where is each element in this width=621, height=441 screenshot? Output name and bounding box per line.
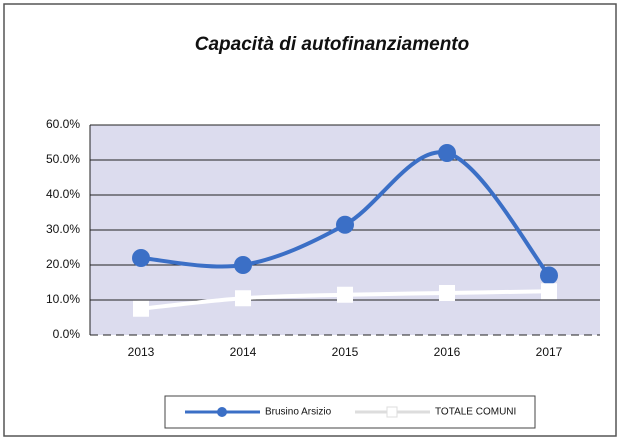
legend-label: TOTALE COMUNI: [435, 407, 516, 418]
y-tick-label: 30.0%: [46, 222, 80, 236]
legend-marker: [386, 406, 398, 418]
x-tick-label: 2017: [536, 345, 563, 359]
marker: [234, 256, 252, 274]
marker: [439, 285, 455, 301]
marker: [438, 144, 456, 162]
chart-title: Capacità di autofinanziamento: [195, 34, 469, 55]
y-tick-label: 60.0%: [46, 117, 80, 131]
x-tick-label: 2014: [230, 345, 257, 359]
y-tick-label: 50.0%: [46, 152, 80, 166]
marker: [541, 283, 557, 300]
y-tick-label: 0.0%: [53, 327, 81, 341]
marker: [337, 286, 353, 303]
legend-marker: [217, 407, 227, 417]
marker: [235, 290, 251, 307]
marker: [336, 215, 354, 234]
x-tick-label: 2013: [128, 345, 155, 359]
x-tick-label: 2015: [332, 345, 359, 359]
legend-label: Brusino Arsizio: [265, 407, 332, 418]
marker: [132, 249, 150, 267]
marker: [133, 300, 149, 317]
y-tick-label: 40.0%: [46, 187, 80, 201]
marker: [540, 266, 558, 285]
x-tick-label: 2016: [434, 345, 461, 359]
y-tick-label: 20.0%: [46, 257, 80, 271]
series-line: [140, 150, 551, 277]
y-tick-label: 10.0%: [46, 292, 80, 306]
